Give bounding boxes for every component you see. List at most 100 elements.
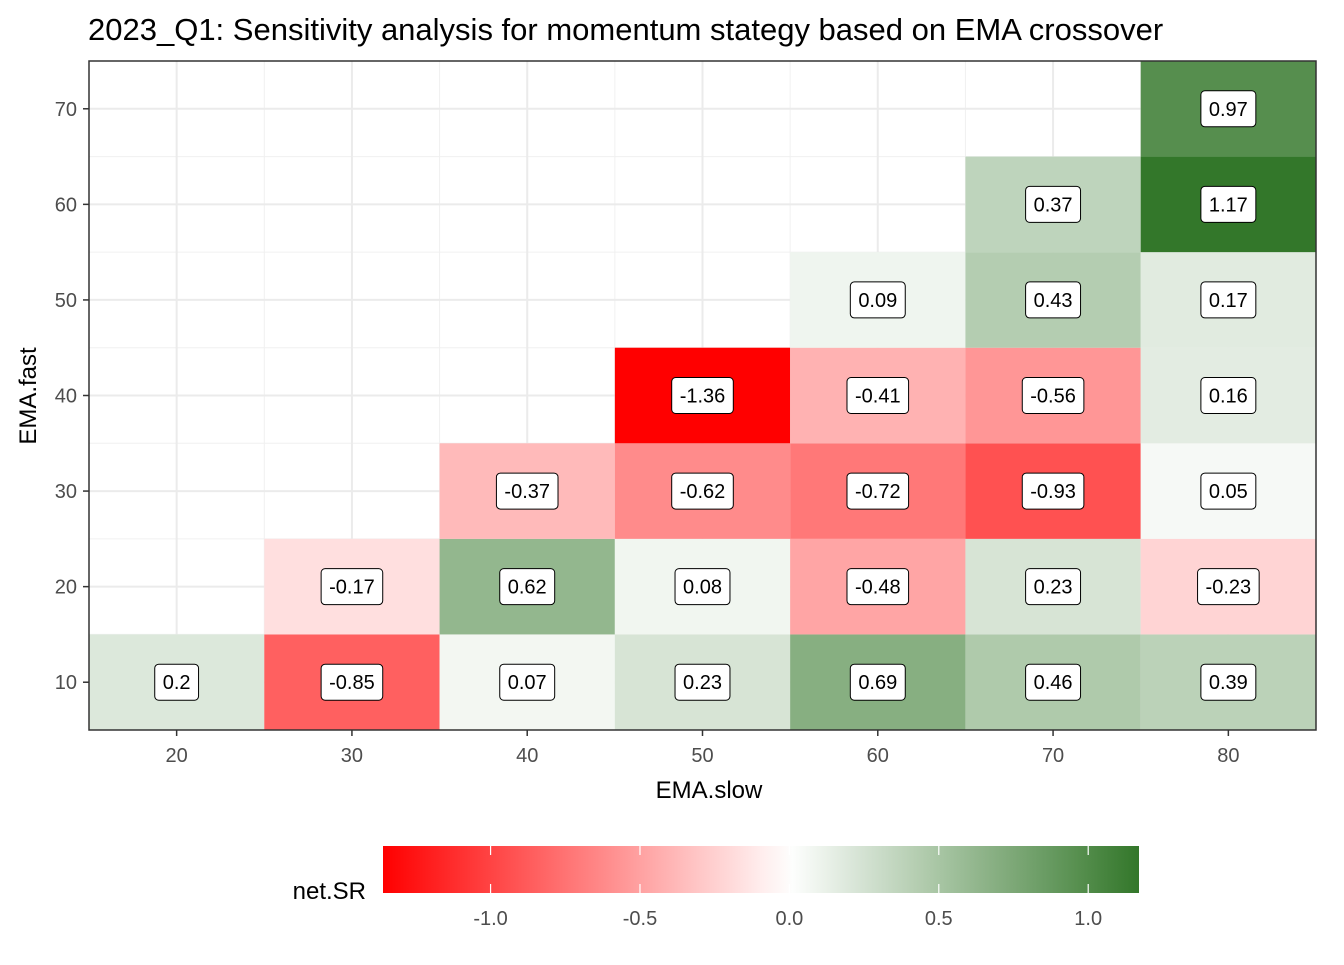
legend-colorbar [383, 846, 1139, 893]
color-legend: net.SR -1.0 -0.5 0.0 0.5 1.0 [293, 846, 1139, 930]
x-tick-label: 30 [341, 745, 363, 767]
cell-label: 0.05 [1200, 472, 1257, 510]
legend-tick-label: -1.0 [473, 908, 507, 930]
cell-label-box [495, 472, 559, 510]
cell-label: 0.16 [1200, 377, 1257, 414]
cell-label-box [1200, 377, 1257, 414]
cell-label-text: 0.05 [1209, 481, 1248, 503]
y-tick-label: 40 [55, 386, 77, 408]
legend-tick-label: 1.0 [1074, 908, 1102, 930]
cell-label-text: -0.85 [329, 672, 375, 694]
cell-label-text: 0.16 [1209, 386, 1248, 408]
cell-label: 0.69 [849, 663, 906, 701]
cell-label-box [1025, 281, 1082, 319]
cell-label-box [499, 663, 556, 701]
cell-label: 0.97 [1200, 90, 1257, 128]
cell-label-box [1025, 663, 1082, 701]
cell-label-box [671, 472, 734, 510]
cell-label-text: 0.37 [1034, 194, 1073, 216]
cell-label-text: 0.17 [1209, 290, 1248, 312]
cell-label: 0.17 [1200, 281, 1257, 319]
cell-label: 0.23 [674, 663, 731, 701]
cell-label-box [320, 568, 384, 606]
x-tick-label: 70 [1042, 745, 1064, 767]
cell-label-text: -0.23 [1206, 577, 1252, 599]
cell-label-text: -0.17 [329, 577, 375, 599]
heatmap-cells [89, 61, 1316, 730]
cell-labels: 0.2 -0.85 0.07 0.23 0.69 0.46 0.39 -0.17 0.62 0.0… [154, 90, 1260, 701]
cell-label-text: 0.07 [508, 672, 547, 694]
cell-label-box [846, 568, 910, 606]
cell-label: -0.37 [495, 472, 559, 510]
cell-label-box [1021, 377, 1085, 414]
x-axis-title: EMA.slow [656, 777, 763, 804]
cell-label: -0.48 [846, 568, 910, 606]
cell-label-text: -0.56 [1030, 386, 1076, 408]
cell-label: 1.17 [1200, 185, 1257, 223]
cell-label-box [846, 377, 910, 414]
cell-label-text: 0.2 [163, 672, 191, 694]
cell-label: -0.72 [846, 472, 910, 510]
cell-label-text: 0.39 [1209, 672, 1248, 694]
cell-label-box [1200, 281, 1257, 319]
cell-label-box [671, 377, 734, 414]
chart-title: 2023_Q1: Sensitivity analysis for moment… [88, 12, 1163, 47]
cell-label-box [849, 663, 906, 701]
cell-label-text: -0.93 [1030, 481, 1076, 503]
cell-label-box [674, 568, 731, 606]
cell-label: -0.85 [320, 663, 384, 701]
cell-label-box [1200, 472, 1257, 510]
legend-tick-label: 0.0 [775, 908, 803, 930]
cell-label: 0.46 [1025, 663, 1082, 701]
cell-label-text: -0.62 [680, 481, 726, 503]
cell-label-box [1025, 185, 1082, 223]
cell-label-box [674, 663, 731, 701]
x-tick-label: 50 [691, 745, 713, 767]
cell-label: 0.07 [499, 663, 556, 701]
cell-label-text: 0.23 [1034, 577, 1073, 599]
cell-label-text: -0.48 [855, 577, 901, 599]
cell-label: -0.56 [1021, 377, 1085, 414]
cell-label: -0.17 [320, 568, 384, 606]
cell-label-text: 0.69 [858, 672, 897, 694]
cell-label: 0.37 [1025, 185, 1082, 223]
cell-label: 0.23 [1025, 568, 1082, 606]
y-tick-label: 60 [55, 194, 77, 216]
cell-label: -0.41 [846, 377, 910, 414]
cell-label-text: 1.17 [1209, 194, 1248, 216]
cell-label: -0.93 [1021, 472, 1085, 510]
cell-label-box [846, 472, 910, 510]
cell-label-text: 0.62 [508, 577, 547, 599]
x-tick-label: 80 [1217, 745, 1239, 767]
x-tick-label: 40 [516, 745, 538, 767]
cell-label-box [1025, 568, 1082, 606]
cell-label-text: -0.37 [504, 481, 550, 503]
cell-label: -0.62 [671, 472, 734, 510]
y-tick-label: 70 [55, 99, 77, 121]
cell-label-box [1200, 90, 1257, 128]
legend-title: net.SR [293, 878, 366, 905]
x-axis-ticks: 20 30 40 50 60 70 80 [166, 730, 1239, 767]
cell-label-text: 0.43 [1034, 290, 1073, 312]
x-tick-label: 60 [867, 745, 889, 767]
cell-label-text: 0.08 [683, 577, 722, 599]
cell-label-box [1021, 472, 1085, 510]
cell-label-box [849, 281, 906, 319]
cell-label-text: 0.23 [683, 672, 722, 694]
y-tick-label: 20 [55, 577, 77, 599]
cell-label: 0.43 [1025, 281, 1082, 319]
cell-label: 0.62 [499, 568, 556, 606]
x-tick-label: 20 [166, 745, 188, 767]
cell-label: -0.23 [1197, 568, 1260, 606]
y-axis-title: EMA.fast [15, 347, 42, 445]
cell-label: 0.09 [849, 281, 906, 319]
cell-label: 0.2 [154, 663, 200, 701]
cell-label: -1.36 [671, 377, 734, 414]
legend-tick-label: -0.5 [623, 908, 657, 930]
cell-label-box [320, 663, 384, 701]
cell-label-box [499, 568, 556, 606]
cell-label-text: 0.46 [1034, 672, 1073, 694]
cell-label: 0.08 [674, 568, 731, 606]
cell-label: 0.39 [1200, 663, 1257, 701]
